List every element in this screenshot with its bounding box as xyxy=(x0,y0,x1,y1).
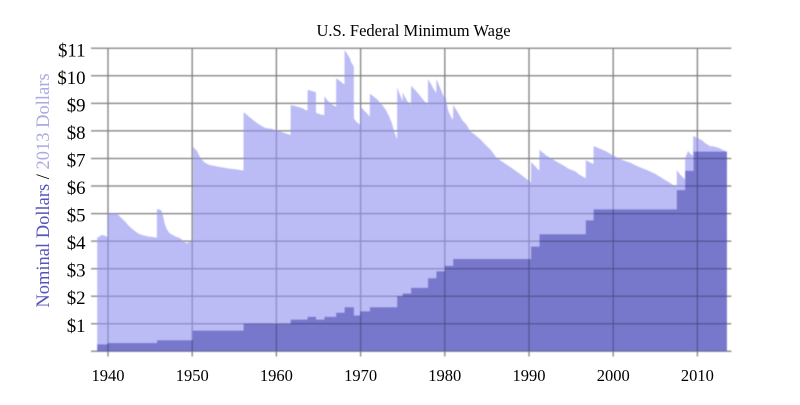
svg-text:U.S. Federal Minimum Wage: U.S. Federal Minimum Wage xyxy=(316,21,510,40)
svg-text:$5: $5 xyxy=(67,206,86,227)
svg-text:$2: $2 xyxy=(67,288,86,309)
svg-text:1960: 1960 xyxy=(260,366,293,385)
svg-text:1990: 1990 xyxy=(513,366,546,385)
svg-text:$10: $10 xyxy=(57,68,85,89)
svg-text:Nominal Dollars / 2013 Dollars: Nominal Dollars / 2013 Dollars xyxy=(34,73,54,307)
svg-text:$9: $9 xyxy=(67,95,86,116)
svg-text:1940: 1940 xyxy=(92,366,125,385)
svg-text:$8: $8 xyxy=(67,123,86,144)
svg-text:1970: 1970 xyxy=(344,366,377,385)
svg-text:1950: 1950 xyxy=(176,366,209,385)
svg-text:$4: $4 xyxy=(67,233,86,254)
svg-text:$7: $7 xyxy=(67,151,86,172)
svg-text:2010: 2010 xyxy=(681,366,714,385)
svg-text:$11: $11 xyxy=(58,40,85,61)
svg-text:$1: $1 xyxy=(67,316,86,337)
svg-text:$6: $6 xyxy=(67,178,86,199)
svg-text:2000: 2000 xyxy=(597,366,630,385)
svg-text:$3: $3 xyxy=(67,261,86,282)
svg-text:1980: 1980 xyxy=(428,366,461,385)
